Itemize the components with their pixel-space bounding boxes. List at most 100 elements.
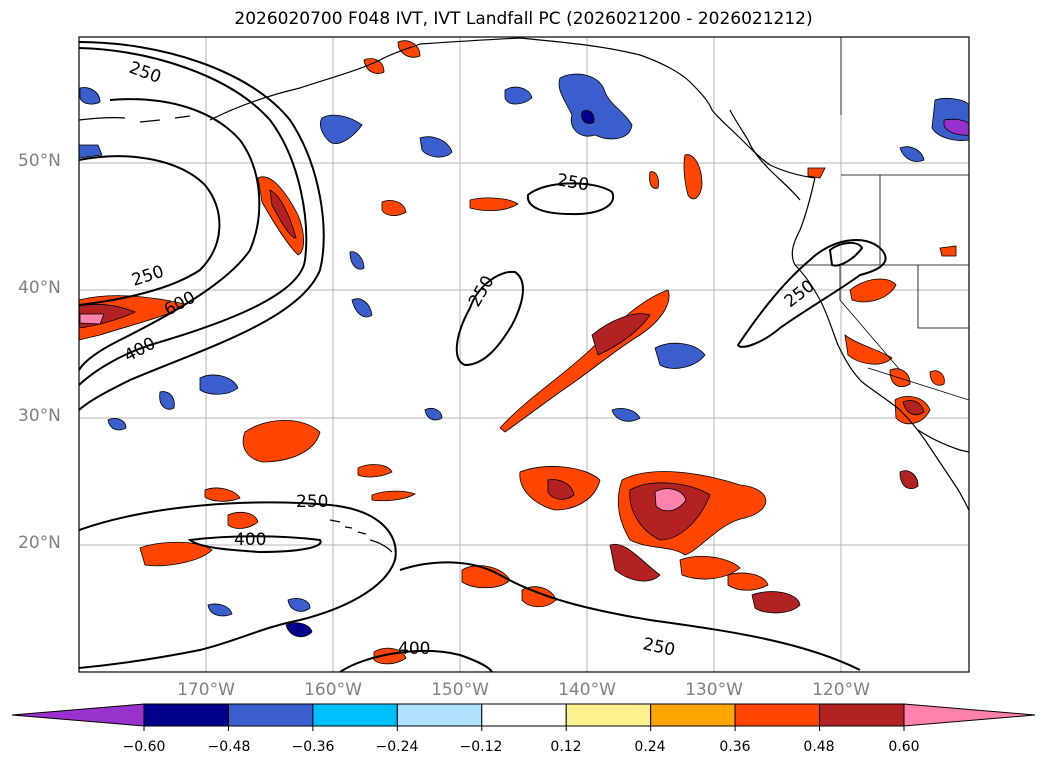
positive-feature	[654, 488, 687, 512]
negative-feature	[349, 251, 365, 270]
colorbar-tick-label: −0.24	[375, 739, 419, 755]
positive-feature	[609, 543, 661, 582]
borders	[795, 37, 969, 401]
lat-label-50n: 50°N	[18, 151, 61, 171]
lat-label-30n: 30°N	[18, 406, 61, 426]
contour-inner-coast	[828, 242, 864, 267]
contour-600-west	[79, 155, 221, 306]
colorbar-bin	[227, 703, 314, 727]
contour-250-upper	[79, 47, 308, 386]
positive-feature	[469, 197, 519, 212]
negative-feature	[424, 408, 443, 421]
lon-label-130w: 130°W	[685, 680, 743, 700]
positive-feature	[679, 555, 741, 580]
lon-label-150w: 150°W	[431, 680, 489, 700]
positive-feature	[683, 154, 703, 200]
colorbar-extend-low	[11, 703, 145, 727]
positive-feature	[902, 400, 925, 416]
coastlines	[79, 37, 969, 553]
gridlines	[79, 37, 969, 672]
positive-feature	[357, 464, 393, 478]
colorbar-bin	[143, 703, 229, 727]
colorbar-bin	[312, 703, 398, 727]
positive-feature	[269, 189, 297, 239]
positive-feature	[363, 58, 385, 74]
colorbar-bin	[481, 703, 567, 727]
negative-feature	[207, 603, 233, 617]
positive-feature	[521, 586, 557, 608]
lon-label-160w: 160°W	[304, 680, 362, 700]
baja-gulf-coast	[917, 429, 969, 453]
bc-coast	[729, 109, 801, 201]
colorbar-tick-label: 0.12	[550, 739, 582, 755]
positive-feature	[79, 313, 105, 325]
hawaii-islands	[329, 519, 393, 553]
negative-anomaly-features	[79, 73, 969, 638]
positive-anomaly-features	[79, 40, 957, 665]
negative-feature	[899, 146, 925, 162]
colorbar-bin	[396, 703, 483, 727]
positive-feature	[371, 490, 416, 502]
positive-feature	[844, 334, 893, 365]
positive-feature	[727, 572, 769, 591]
positive-feature	[929, 370, 945, 386]
contour-label: 250	[296, 492, 328, 512]
negative-feature	[107, 418, 127, 431]
colorbar-tick-label: 0.60	[888, 739, 920, 755]
lon-label-140w: 140°W	[558, 680, 616, 700]
contour-400-bottom	[339, 650, 493, 672]
positive-feature	[849, 278, 897, 303]
contour-250-coast	[736, 238, 887, 348]
negative-feature	[79, 144, 103, 159]
contour-400-south	[187, 535, 322, 554]
contour-250-south	[79, 501, 397, 669]
negative-feature	[287, 598, 311, 612]
negative-feature	[611, 408, 641, 422]
colorbar-bin	[734, 703, 821, 727]
positive-feature	[939, 245, 957, 257]
positive-feature	[204, 487, 241, 502]
positive-feature	[381, 200, 407, 216]
positive-feature	[807, 167, 826, 179]
colorbar-tick-label: −0.12	[459, 739, 503, 755]
colorbar-tick-label: −0.48	[207, 739, 251, 755]
colorbar-tick-label: 0.36	[719, 739, 751, 755]
negative-feature	[285, 622, 313, 638]
colorbar-bin	[565, 703, 652, 727]
negative-feature	[504, 86, 533, 105]
positive-feature	[751, 591, 801, 614]
colorbar	[11, 703, 1036, 731]
colorbar-tick-label: 0.24	[634, 739, 666, 755]
colorbar-bin	[819, 703, 905, 727]
lon-label-120w: 120°W	[812, 680, 870, 700]
positive-feature	[227, 511, 259, 529]
colorbar-extend-high	[903, 703, 1036, 727]
positive-feature	[139, 541, 213, 567]
colorbar-tick-label: 0.48	[803, 739, 835, 755]
negative-feature	[79, 87, 101, 105]
negative-feature	[943, 118, 969, 136]
contour-250-north	[526, 182, 615, 216]
map-frame	[78, 36, 970, 673]
negative-feature	[159, 391, 175, 410]
negative-feature	[419, 136, 453, 158]
contour-label: 400	[398, 639, 430, 659]
lat-label-20n: 20°N	[18, 533, 61, 553]
map-title: 2026020700 F048 IVT, IVT Landfall PC (20…	[234, 9, 813, 29]
alaska-coast	[209, 37, 816, 179]
colorbar-tick-label: −0.36	[291, 739, 335, 755]
aleutian-islands	[79, 115, 191, 123]
negative-feature	[581, 110, 595, 124]
contour-label: 400	[234, 530, 266, 550]
contour-400-west	[79, 98, 261, 371]
negative-feature	[654, 342, 706, 369]
contour-250-mid	[455, 270, 524, 367]
contour-outer	[79, 41, 325, 411]
colorbar-tick-label: −0.60	[122, 739, 166, 755]
positive-feature	[899, 470, 919, 489]
positive-feature	[629, 482, 711, 541]
positive-feature	[591, 313, 651, 356]
negative-feature	[351, 298, 373, 318]
us-west-coast	[791, 177, 969, 511]
colorbar-bin	[650, 703, 736, 727]
